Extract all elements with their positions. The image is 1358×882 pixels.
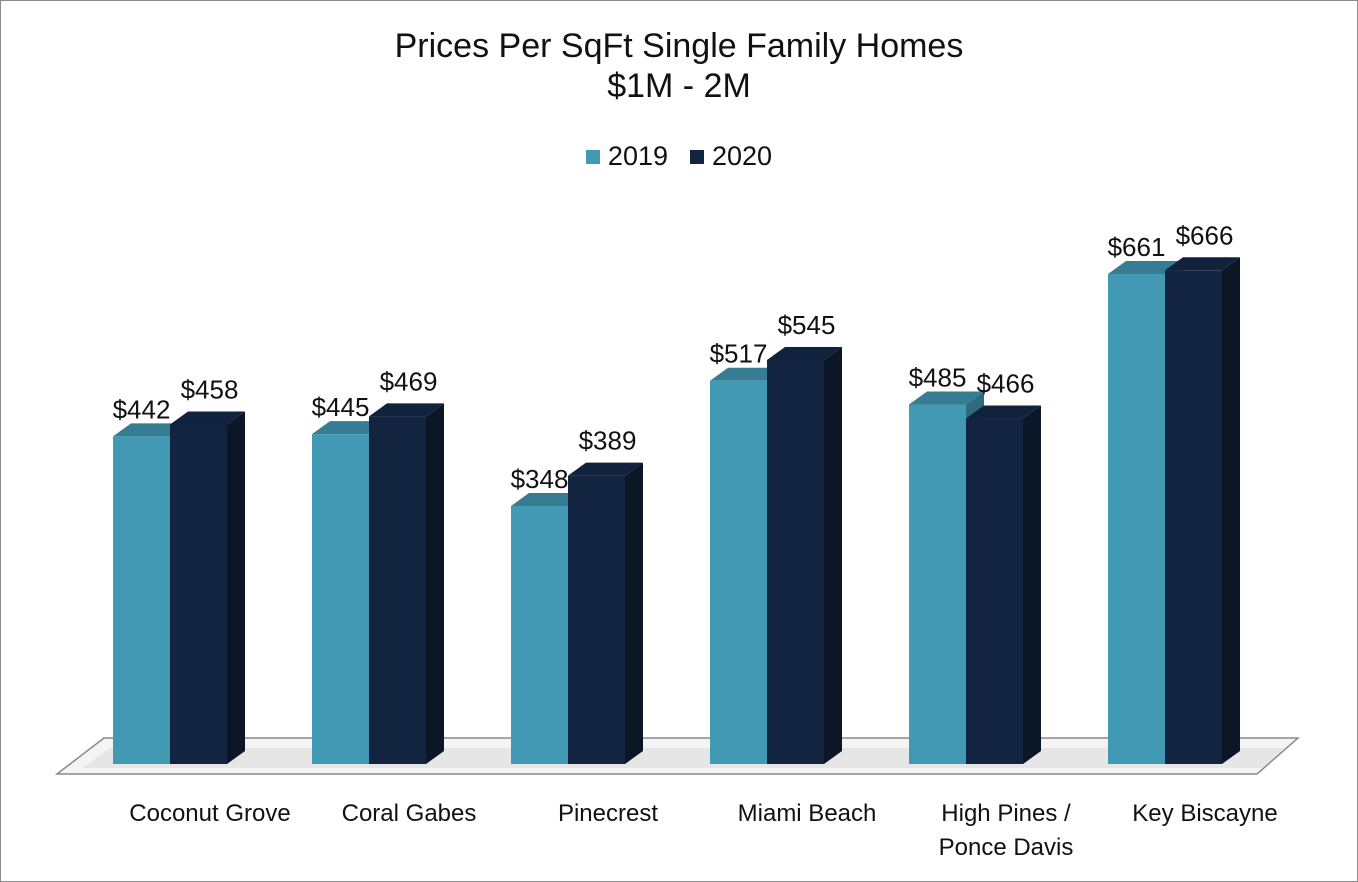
bar-top-2019-2 (511, 493, 586, 507)
bar-top-2020-4 (966, 405, 1041, 419)
bar-2020-2 (568, 475, 625, 764)
legend-label-2020: 2020 (712, 141, 773, 171)
bar-side-2020-2 (625, 462, 643, 764)
bar-side-2020-1 (426, 403, 444, 764)
category-label-4-0: High Pines / (941, 800, 1071, 827)
bar-top-2020-3 (767, 346, 842, 360)
bar-2020-4 (966, 418, 1023, 764)
data-label-2019-5: $661 (1108, 232, 1166, 262)
chart-floor-shadow (82, 748, 1285, 768)
bar-2019-4 (909, 404, 966, 764)
bar-top-2020-0 (170, 411, 245, 425)
bar-2019-0 (113, 436, 170, 764)
category-label-3-0: Miami Beach (738, 800, 877, 827)
bar-side-2020-4 (1023, 405, 1041, 764)
bar-top-2019-0 (113, 423, 188, 437)
bar-top-2019-5 (1108, 261, 1183, 274)
chart-title: Prices Per SqFt Single Family Homes (394, 27, 964, 65)
bar-top-2020-2 (568, 462, 643, 476)
chart-legend: 2019 2020 (0, 141, 1358, 172)
chart-title-block: Prices Per SqFt Single Family Homes $1M … (0, 26, 1358, 106)
data-label-2020-3: $545 (778, 310, 836, 340)
bar-top-2020-5 (1165, 257, 1240, 271)
data-label-2019-2: $348 (511, 464, 569, 494)
category-label-2-0: Pinecrest (558, 800, 658, 827)
bar-2020-1 (369, 416, 426, 764)
category-label-4-1: Ponce Davis (939, 834, 1074, 861)
bar-side-2020-3 (824, 346, 842, 764)
legend-item-2020: 2020 (690, 141, 772, 172)
data-label-2019-4: $485 (909, 362, 967, 392)
data-label-2020-2: $389 (579, 426, 637, 456)
bar-top-2019-4 (909, 391, 984, 405)
bar-side-2020-5 (1222, 257, 1240, 764)
bar-top-2020-1 (369, 403, 444, 417)
legend-label-2019: 2019 (607, 141, 668, 171)
data-label-2020-1: $469 (380, 366, 438, 396)
bar-2019-5 (1108, 274, 1165, 764)
bar-2020-3 (767, 359, 824, 764)
category-label-5-0: Key Biscayne (1132, 800, 1277, 827)
bar-2019-3 (710, 380, 767, 764)
chart-subtitle: $1M - 2M (607, 67, 751, 105)
bar-2019-2 (511, 506, 568, 764)
legend-swatch-2019 (585, 149, 600, 164)
bar-2020-0 (170, 424, 227, 764)
data-label-2020-4: $466 (977, 369, 1035, 399)
category-label-1-0: Coral Gabes (342, 800, 477, 827)
data-label-2019-1: $445 (312, 392, 370, 422)
bar-2019-1 (312, 434, 369, 764)
bar-top-2019-3 (710, 367, 785, 381)
data-label-2019-3: $517 (710, 339, 768, 369)
bar-2020-5 (1165, 270, 1222, 764)
legend-item-2019: 2019 (585, 141, 668, 172)
data-label-2020-5: $666 (1176, 220, 1234, 250)
data-label-2020-0: $458 (181, 374, 239, 404)
category-label-0-0: Coconut Grove (129, 800, 290, 827)
bar-top-2019-1 (312, 421, 387, 435)
data-label-2019-0: $442 (113, 394, 171, 424)
bar-side-2020-0 (227, 411, 245, 764)
legend-swatch-2020 (690, 149, 704, 164)
